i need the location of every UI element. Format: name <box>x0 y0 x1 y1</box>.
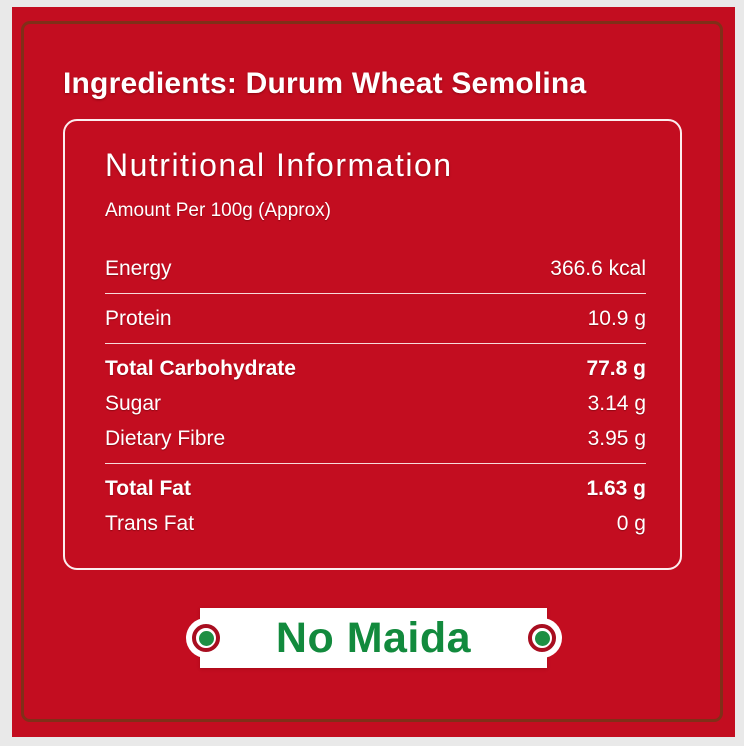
nutrition-group: Protein 10.9 g <box>105 293 646 343</box>
nutrient-name: Total Fat <box>105 477 191 500</box>
nutrient-name: Protein <box>105 307 172 330</box>
nutrition-panel-title: Nutritional Information <box>105 147 453 183</box>
nutrition-panel: Nutritional Information Amount Per 100g … <box>63 119 682 570</box>
ingredients-heading: Ingredients: Durum Wheat Semolina <box>63 67 587 100</box>
nutrient-value: 77.8 g <box>586 357 646 380</box>
product-label: Ingredients: Durum Wheat Semolina Nutrit… <box>12 7 735 737</box>
veg-dot-ring <box>528 624 556 652</box>
nutrition-row: Total Carbohydrate 77.8 g <box>105 351 646 386</box>
veg-dot-ring <box>192 624 220 652</box>
nutrition-group: Total Carbohydrate 77.8 g Sugar 3.14 g Dieta… <box>105 343 646 463</box>
nutrition-group: Energy 366.6 kcal <box>105 244 646 293</box>
nutrient-value: 10.9 g <box>587 307 646 330</box>
nutrient-name: Energy <box>105 257 172 280</box>
nutrient-value: 0 g <box>616 512 646 535</box>
nutrient-name: Sugar <box>105 392 162 415</box>
nutrition-row: Total Fat 1.63 g <box>105 471 646 506</box>
nutrient-name: Dietary Fibre <box>105 427 226 450</box>
nutrient-value: 3.95 g <box>587 427 646 450</box>
no-maida-text: No Maida <box>275 613 472 662</box>
nutrient-value: 3.14 g <box>587 392 646 415</box>
nutrient-value: 366.6 kcal <box>550 257 646 280</box>
veg-dot <box>198 630 214 646</box>
nutrition-row: Sugar 3.14 g <box>105 386 646 421</box>
nutrition-row: Dietary Fibre 3.95 g <box>105 421 646 456</box>
nutrition-panel-subtitle: Amount Per 100g (Approx) <box>105 200 332 221</box>
veg-dot <box>534 630 550 646</box>
nutrition-row: Trans Fat 0 g <box>105 506 646 541</box>
nutrition-group: Total Fat 1.63 g Trans Fat 0 g <box>105 463 646 548</box>
no-maida-banner: No Maida <box>186 608 562 668</box>
nutrient-name: Trans Fat <box>105 512 195 535</box>
nutrient-value: 1.63 g <box>586 477 646 500</box>
nutrition-row: Energy 366.6 kcal <box>105 251 646 286</box>
nutrition-table: Energy 366.6 kcal Protein 10.9 g Total Carbo… <box>105 244 646 548</box>
veg-dot-icon <box>186 618 226 658</box>
veg-dot-icon <box>522 618 562 658</box>
nutrition-row: Protein 10.9 g <box>105 301 646 336</box>
nutrient-name: Total Carbohydrate <box>105 357 296 380</box>
